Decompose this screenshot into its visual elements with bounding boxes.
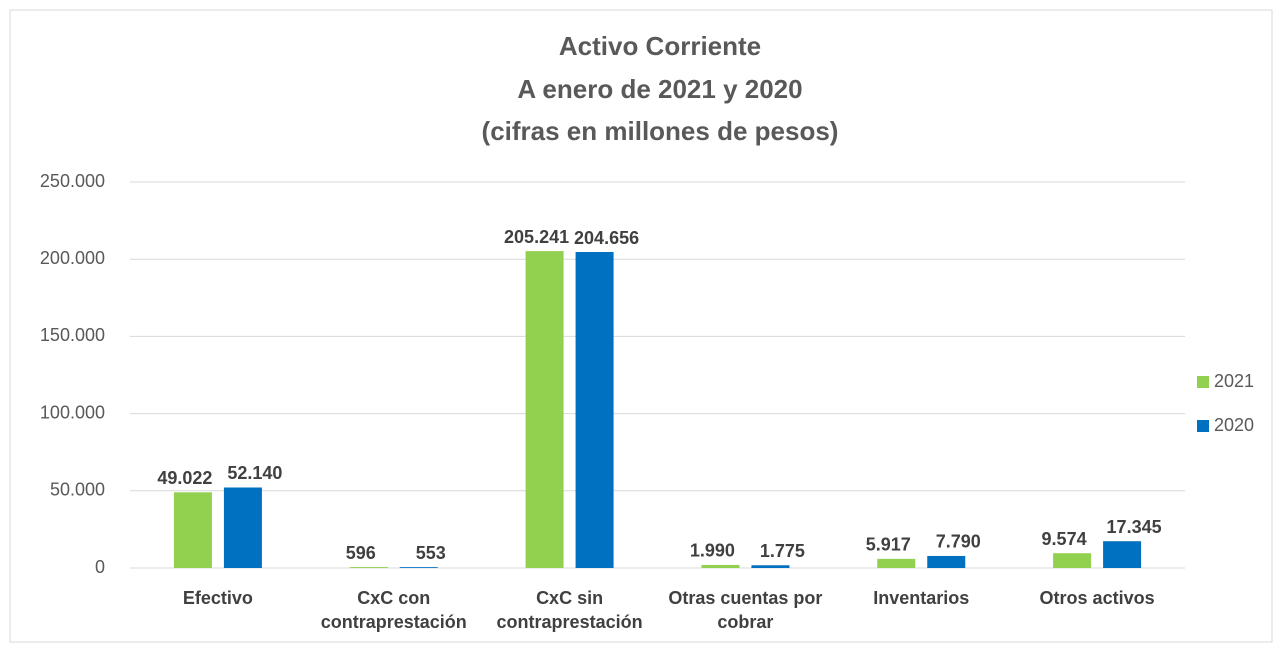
value-label: 205.241 [504, 227, 569, 247]
legend-label: 2021 [1214, 371, 1254, 391]
y-tick-label: 250.000 [40, 171, 105, 191]
x-tick-label: Otras cuentas por cobrar [668, 588, 823, 632]
x-tick-label: Otros activos [1039, 588, 1155, 608]
bar [223, 487, 262, 568]
legend-label: 2020 [1214, 415, 1254, 435]
value-label: 1.775 [760, 541, 805, 561]
x-tick-label: Efectivo [182, 588, 253, 608]
value-label: 17.345 [1107, 517, 1162, 537]
value-label: 596 [346, 543, 376, 563]
bar [1103, 541, 1142, 568]
value-label: 9.574 [1042, 529, 1087, 549]
y-tick-label: 150.000 [40, 325, 105, 345]
y-tick-label: 50.000 [50, 480, 105, 500]
bar [927, 555, 966, 568]
value-label: 7.790 [936, 532, 981, 552]
value-label: 553 [416, 543, 446, 563]
chart-title: Activo Corriente [559, 31, 761, 61]
bar [877, 558, 916, 568]
chart-border [9, 9, 1273, 643]
chart-title: (cifras en millones de pesos) [482, 116, 839, 146]
value-label: 5.917 [866, 535, 911, 555]
bar [1053, 553, 1092, 568]
bar [525, 251, 564, 568]
bar [399, 567, 438, 568]
bar [173, 492, 212, 568]
chart-title: A enero de 2021 y 2020 [517, 74, 802, 104]
bar [575, 252, 614, 568]
value-label: 52.140 [227, 463, 282, 483]
bar [701, 564, 740, 568]
legend-swatch [1197, 376, 1209, 388]
x-tick-label: Inventarios [873, 588, 970, 608]
y-tick-label: 200.000 [40, 248, 105, 268]
x-tick-label: CxC sin contraprestación [496, 588, 643, 632]
value-label: 204.656 [574, 228, 639, 248]
y-tick-label: 0 [95, 557, 105, 577]
legend-swatch [1197, 420, 1209, 432]
y-tick-label: 100.000 [40, 402, 105, 422]
x-tick-label: CxC con contraprestación [320, 588, 467, 632]
bar [349, 567, 388, 568]
bar [751, 565, 790, 568]
value-label: 1.990 [690, 541, 735, 561]
value-label: 49.022 [157, 468, 212, 488]
